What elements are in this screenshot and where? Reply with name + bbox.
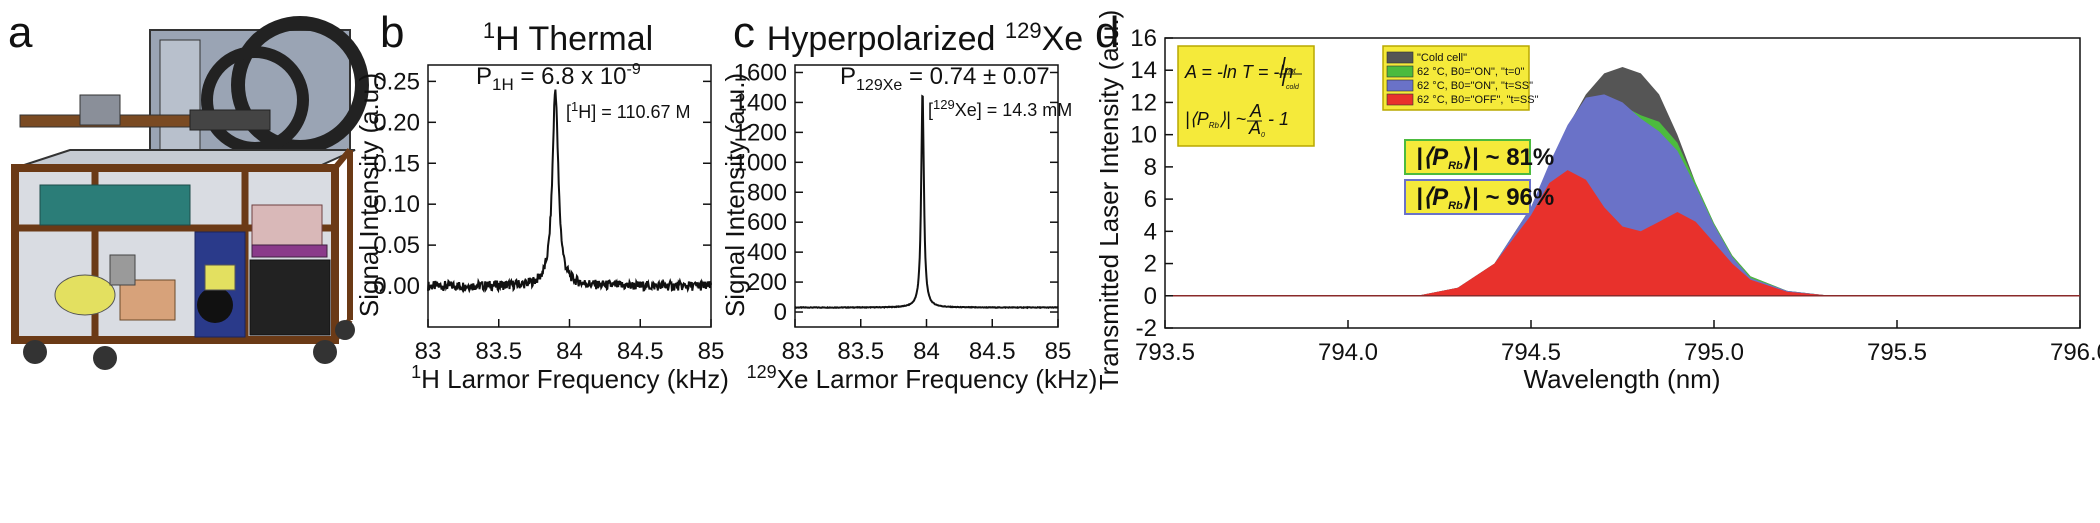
panel-letter-c: c — [733, 8, 755, 57]
panel-letter-a: a — [8, 8, 33, 57]
y-tick-label: 16 — [1130, 25, 1157, 52]
apparatus-illustration — [11, 16, 369, 370]
series-line-129xe-spectrum — [794, 94, 1059, 310]
y-axis-label-d: Transmitted Laser Intensity (a.u.) — [1094, 10, 1124, 391]
series-line-1h-spectrum — [427, 89, 712, 294]
x-tick-label: 85 — [1045, 338, 1072, 365]
polarization-annotation-b: P1H = 6.8 x 10-9 — [476, 61, 641, 94]
x-tick-label: 83 — [782, 338, 809, 365]
panel-letter-d: d — [1095, 8, 1120, 57]
equation-absorbance: A = -ln T = -ln — [1184, 62, 1293, 82]
y-tick-label: 8 — [1144, 154, 1157, 181]
x-tick-label: 795.0 — [1684, 339, 1744, 366]
result-box-96: |⟨PRb⟩| ~ 96% — [1404, 179, 1554, 215]
y-axis-label-b: Signal Intensity (a.u.) — [354, 73, 384, 317]
y-tick-label: 10 — [1130, 122, 1157, 149]
chart-panel-b: 0.000.050.100.150.200.25 83 83.5 84 84.5 85 … — [354, 18, 729, 394]
y-tick-label: 0 — [774, 299, 787, 326]
y-tick-label: 14 — [1130, 57, 1157, 84]
x-tick-label: 83.5 — [837, 338, 884, 365]
y-tick-label: 0.15 — [373, 150, 420, 177]
y-tick-label: -2 — [1136, 315, 1157, 342]
y-tick-label: 0.20 — [373, 109, 420, 136]
area-series-3 — [1165, 170, 2080, 296]
equation-polarization: |⟨PRb⟩| ~ — [1185, 109, 1246, 130]
equation-frac-den: Icold — [1281, 70, 1300, 91]
legend-label: "Cold cell" — [1417, 52, 1467, 64]
x-tick-label: 84 — [556, 338, 583, 365]
equation-tail: - 1 — [1268, 109, 1289, 129]
legend-label: 62 °C, B0="ON", "t=SS" — [1417, 80, 1533, 92]
x-axis-label-c: 129Xe Larmor Frequency (kHz) — [747, 362, 1098, 394]
area-series-2 — [1165, 94, 2080, 296]
legend-label: 62 °C, B0="OFF", "t=SS" — [1417, 94, 1539, 106]
y-tick-label: 1400 — [734, 89, 787, 116]
equation-ratio-num: A — [1249, 101, 1262, 121]
x-tick-label: 85 — [698, 338, 725, 365]
y-tick-label: 200 — [747, 269, 787, 296]
x-tick-label: 84 — [913, 338, 940, 365]
polarization-annotation-c: P129Xe = 0.74 ± 0.07 — [840, 63, 1050, 94]
x-tick-label: 83 — [415, 338, 442, 365]
y-tick-label: 1600 — [734, 59, 787, 86]
y-tick-label: 0.25 — [373, 68, 420, 95]
panel-letter-b: b — [380, 8, 405, 57]
result-text-81: |⟨PRb⟩| ~ 81% — [1416, 144, 1554, 172]
chart-title-b: 1H Thermal — [483, 18, 653, 58]
x-tick-label: 794.0 — [1318, 339, 1378, 366]
x-tick-label: 84.5 — [617, 338, 664, 365]
y-tick-label: 400 — [747, 239, 787, 266]
y-tick-label: 1000 — [734, 149, 787, 176]
y-tick-label: 12 — [1130, 89, 1157, 116]
chart-panel-d: -2 0 2 4 6 8 10 12 14 16 793.5 794.0 794.5 795.0 795.… — [1094, 10, 2100, 394]
equation-ratio-den: A0 — [1248, 118, 1265, 139]
y-tick-label: 0.00 — [373, 273, 420, 300]
x-tick-label: 794.5 — [1501, 339, 1561, 366]
x-axis-label-d: Wavelength (nm) — [1524, 364, 1721, 394]
y-tick-label: 6 — [1144, 186, 1157, 213]
y-tick-label: 800 — [747, 179, 787, 206]
y-tick-label: 4 — [1144, 218, 1157, 245]
x-tick-label: 793.5 — [1135, 339, 1195, 366]
result-text-96: |⟨PRb⟩| ~ 96% — [1416, 184, 1554, 212]
y-tick-label: 0.10 — [373, 191, 420, 218]
legend-label: 62 °C, B0="ON", "t=0" — [1417, 66, 1525, 78]
y-tick-label: 600 — [747, 209, 787, 236]
concentration-annotation-b: [1H] = 110.67 M — [566, 99, 690, 122]
x-tick-label: 84.5 — [969, 338, 1016, 365]
result-box-81: |⟨PRb⟩| ~ 81% — [1404, 139, 1554, 175]
y-tick-label: 0.05 — [373, 232, 420, 259]
equation-frac-num: Ihot — [1281, 54, 1297, 75]
x-tick-label: 83.5 — [475, 338, 522, 365]
equation-box: A = -ln T = -ln Ihot Icold |⟨PRb⟩| ~ A A… — [1177, 45, 1315, 147]
y-tick-label: 2 — [1144, 251, 1157, 278]
chart-title-c: Hyperpolarized 129Xe — [767, 18, 1083, 58]
x-tick-label: 795.5 — [1867, 339, 1927, 366]
legend-swatch — [1386, 51, 1414, 64]
x-axis-label-b: 1H Larmor Frequency (kHz) — [411, 362, 729, 394]
chart-panel-c: 0 200 400 600 800 1000 1200 1400 1600 83 83.5 84 84… — [720, 18, 1097, 394]
y-tick-label: 0 — [1144, 283, 1157, 310]
concentration-annotation-c: [129Xe] = 14.3 mM — [928, 97, 1072, 120]
x-tick-label: 796.0 — [2050, 339, 2100, 366]
legend-swatch — [1386, 79, 1414, 92]
y-tick-label: 1200 — [734, 119, 787, 146]
legend-swatch — [1386, 93, 1414, 106]
plot-frame-d — [1164, 37, 2081, 329]
y-axis-label-c: Signal Intensity (a.u.) — [720, 73, 750, 317]
legend-swatch — [1386, 65, 1414, 78]
legend: "Cold cell" 62 °C, B0="ON", "t=0" 62 °C, B… — [1382, 45, 1539, 111]
